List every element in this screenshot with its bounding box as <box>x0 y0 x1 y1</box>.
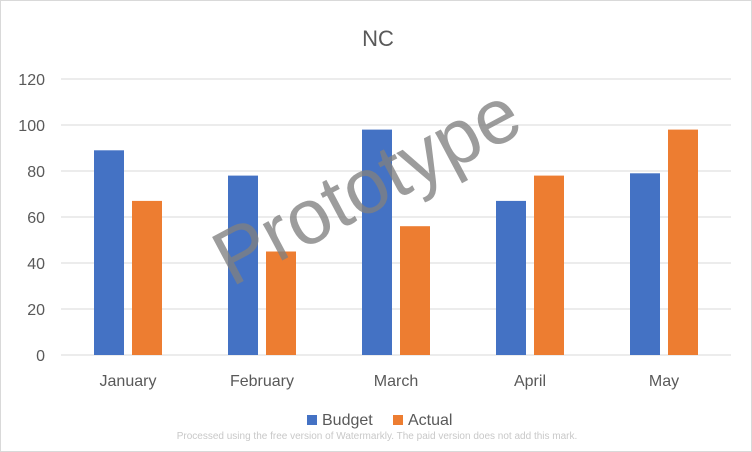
x-axis-categories: January February March April May <box>100 373 680 390</box>
bar-actual-may <box>668 129 698 355</box>
legend-swatch-actual <box>393 415 403 425</box>
bar-budget-january <box>94 150 124 355</box>
bar-budget-february <box>228 175 258 355</box>
legend: Budget Actual <box>307 412 452 429</box>
x-category-label: February <box>230 373 294 390</box>
bar-actual-april <box>534 175 564 355</box>
bar-budget-april <box>496 200 526 355</box>
gridlines <box>61 78 731 356</box>
y-tick-label: 80 <box>27 164 45 181</box>
y-tick-label: 100 <box>18 118 45 135</box>
y-tick-label: 60 <box>27 210 45 227</box>
bar-actual-february <box>266 251 296 355</box>
bar-actual-march <box>400 226 430 355</box>
bar-actual-january <box>132 200 162 355</box>
legend-label-actual: Actual <box>408 412 452 429</box>
x-category-label: March <box>374 373 418 390</box>
x-category-label: January <box>100 373 157 390</box>
watermark-footnote: Processed using the free version of Wate… <box>177 431 578 442</box>
y-tick-label: 120 <box>18 72 45 89</box>
bars <box>94 129 698 355</box>
bar-budget-march <box>362 129 392 355</box>
y-tick-label: 40 <box>27 256 45 273</box>
x-category-label: May <box>649 373 679 390</box>
y-axis-ticks: 0 20 40 60 80 100 120 <box>18 72 45 365</box>
chart-title: NC <box>362 26 394 51</box>
legend-label-budget: Budget <box>322 412 373 429</box>
y-tick-label: 20 <box>27 302 45 319</box>
y-tick-label: 0 <box>36 348 45 365</box>
bar-budget-may <box>630 173 660 355</box>
legend-swatch-budget <box>307 415 317 425</box>
x-category-label: April <box>514 373 546 390</box>
